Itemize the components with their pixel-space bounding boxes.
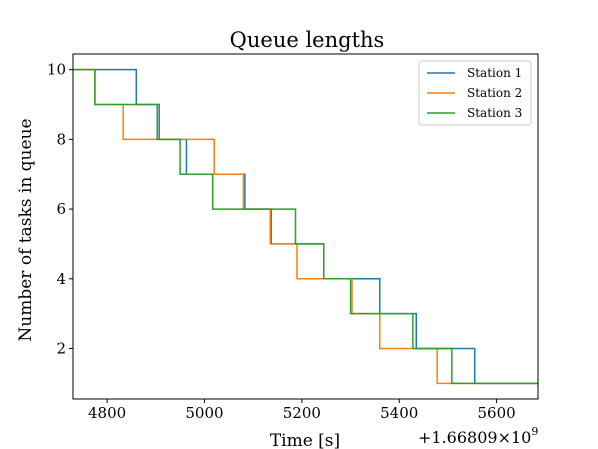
x-axis-label: Time [s] bbox=[270, 431, 340, 449]
x-axis-ticks: 4800 5000 5200 5400 5600 bbox=[88, 399, 516, 422]
y-tick-label: 8 bbox=[56, 130, 66, 148]
legend-label-station-1: Station 1 bbox=[467, 66, 522, 80]
y-axis-label: Number of tasks in queue bbox=[16, 118, 36, 341]
x-offset-base: +1.66809×10 bbox=[418, 428, 531, 447]
x-offset-exponent: 9 bbox=[531, 425, 538, 438]
x-tick-label: 5000 bbox=[185, 404, 223, 422]
chart-title: Queue lengths bbox=[230, 28, 385, 52]
x-tick-label: 5400 bbox=[380, 404, 418, 422]
legend-items: Station 1 Station 2 Station 3 bbox=[427, 66, 522, 120]
series-line-station-3 bbox=[73, 68, 538, 385]
x-tick-label: 5600 bbox=[478, 404, 516, 422]
series-line-station-2 bbox=[73, 68, 538, 385]
legend-label-station-3: Station 3 bbox=[467, 106, 522, 120]
y-tick-label: 4 bbox=[56, 270, 66, 288]
series-line-station-1 bbox=[73, 68, 538, 385]
x-axis-offset-label: +1.66809×109 bbox=[418, 425, 538, 447]
y-axis-ticks: 2 4 6 8 10 bbox=[47, 61, 73, 357]
legend-label-station-2: Station 2 bbox=[467, 86, 522, 100]
legend: Station 1 Station 2 Station 3 bbox=[418, 60, 532, 126]
y-tick-label: 10 bbox=[47, 61, 66, 79]
y-tick-label: 6 bbox=[56, 200, 66, 218]
y-tick-label: 2 bbox=[56, 339, 66, 357]
legend-box bbox=[418, 60, 532, 126]
x-tick-label: 5200 bbox=[283, 404, 321, 422]
x-tick-label: 4800 bbox=[88, 404, 126, 422]
plot-area bbox=[73, 68, 538, 385]
axes-frame bbox=[72, 53, 539, 400]
